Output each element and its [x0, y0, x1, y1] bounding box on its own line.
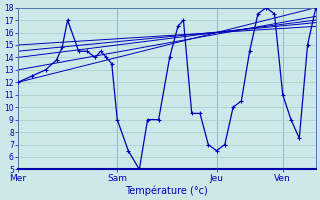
X-axis label: Température (°c): Température (°c) — [125, 185, 208, 196]
